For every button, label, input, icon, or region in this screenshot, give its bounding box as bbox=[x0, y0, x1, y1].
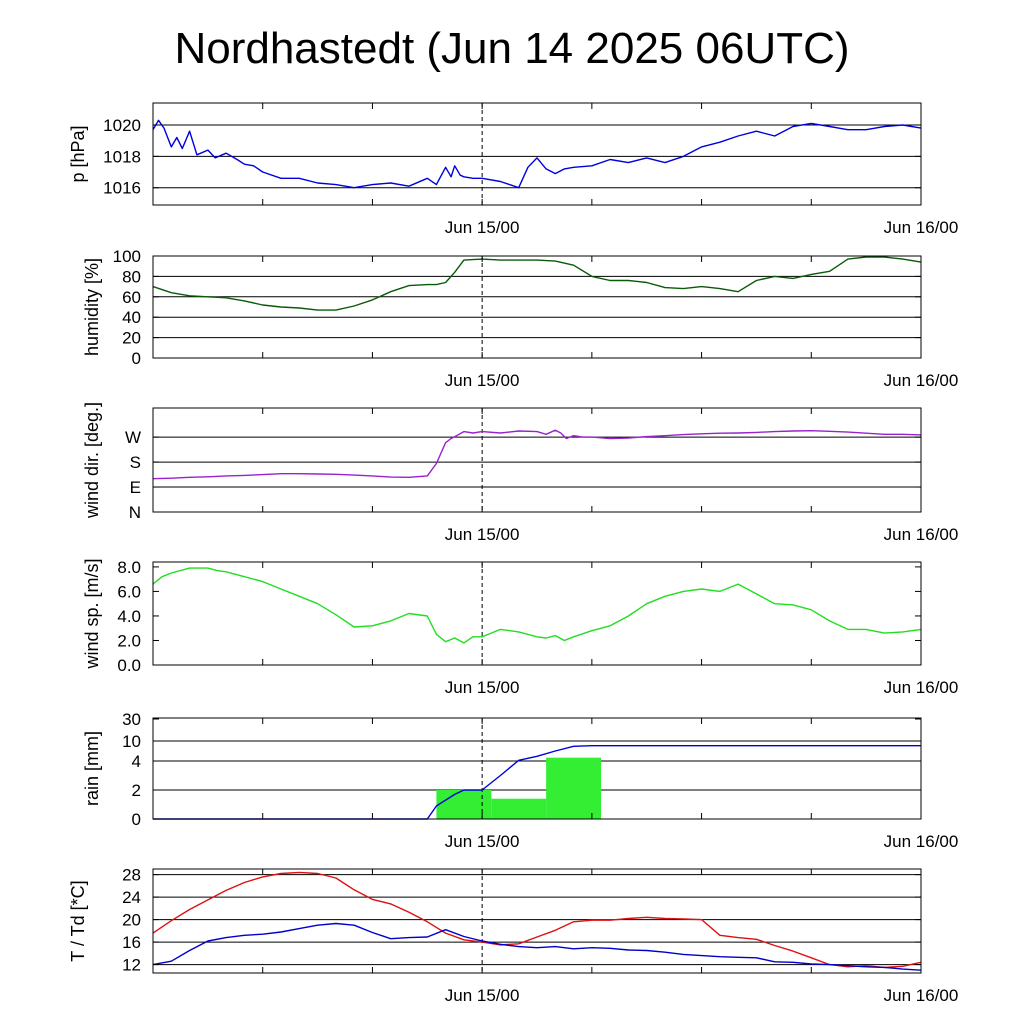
y-tick-label: 16 bbox=[122, 933, 141, 952]
x-tick-label: Jun 16/00 bbox=[884, 986, 959, 1005]
x-tick-label: Jun 16/00 bbox=[884, 678, 959, 697]
x-tick-label: Jun 15/00 bbox=[445, 525, 520, 544]
humidity-line bbox=[152, 256, 922, 311]
y-tick-label: 60 bbox=[122, 288, 141, 307]
y-tick-label: 0 bbox=[132, 810, 141, 829]
x-tick-label: Jun 15/00 bbox=[445, 678, 520, 697]
y-tick-label: W bbox=[125, 428, 141, 447]
panel-frame bbox=[152, 407, 922, 513]
y-tick-label: 2.0 bbox=[117, 631, 141, 650]
y-tick-label: 30 bbox=[122, 710, 141, 729]
y-tick-label: E bbox=[130, 478, 141, 497]
y-tick-label: 100 bbox=[113, 247, 141, 266]
rain-panel: 0 2 410 30 rain [mm] Jun 15/00 Jun 16/00 bbox=[82, 710, 958, 851]
wind-speed-line bbox=[152, 567, 922, 644]
y-tick-label: 6.0 bbox=[117, 582, 141, 601]
y-tick-label: 20 bbox=[122, 329, 141, 348]
wind-direction-line bbox=[152, 429, 922, 480]
y-tick-label: 4.0 bbox=[117, 607, 141, 626]
y-tick-label: 20 bbox=[122, 911, 141, 930]
x-tick-label: Jun 15/00 bbox=[445, 832, 520, 851]
panel-frame bbox=[152, 717, 922, 820]
y-axis-label: humidity [%] bbox=[82, 258, 102, 356]
rain-bar bbox=[436, 790, 492, 819]
y-tick-label: 1016 bbox=[103, 179, 141, 198]
y-axis-label: rain [mm] bbox=[82, 731, 102, 806]
x-tick-label: Jun 15/00 bbox=[445, 986, 520, 1005]
rain-bar bbox=[546, 757, 601, 819]
pressure-panel: 1016 1018 1020 p [hPa] Jun 15/00 Jun 16/00 bbox=[68, 102, 959, 237]
x-tick-label: Jun 16/00 bbox=[884, 218, 959, 237]
y-tick-label: 28 bbox=[122, 866, 141, 885]
y-tick-label: S bbox=[130, 453, 141, 472]
y-axis-label: wind sp. [m/s] bbox=[82, 558, 102, 669]
y-tick-label: 2 bbox=[132, 781, 141, 800]
y-tick-label: 0.0 bbox=[117, 656, 141, 675]
wind-speed-panel: 0.0 2.0 4.0 6.0 8.0 wind sp. [m/s] Jun 15/00 Ju… bbox=[82, 558, 958, 697]
panel-frame bbox=[152, 102, 922, 206]
y-tick-label: 80 bbox=[122, 267, 141, 286]
y-tick-label: 0 bbox=[132, 349, 141, 368]
y-axis-label: T / Td [*C] bbox=[68, 880, 88, 961]
rain-bar bbox=[491, 798, 547, 819]
y-tick-label: 1018 bbox=[103, 147, 141, 166]
chart-title: Nordhastedt (Jun 14 2025 06UTC) bbox=[174, 24, 850, 73]
x-tick-label: Jun 15/00 bbox=[445, 371, 520, 390]
y-axis-label: wind dir. [deg.] bbox=[82, 402, 102, 519]
temperature-panel: 12 16 20 24 28 T / Td [*C] Jun 15/00 Jun 16/00 bbox=[68, 866, 958, 1005]
panel-frame bbox=[152, 255, 922, 359]
y-tick-label: 8.0 bbox=[117, 558, 141, 577]
panel-frame bbox=[152, 561, 922, 666]
y-tick-label: 12 bbox=[122, 956, 141, 975]
y-axis-label: p [hPa] bbox=[68, 125, 88, 182]
y-tick-label: 24 bbox=[122, 888, 141, 907]
y-tick-label: 4 bbox=[132, 752, 141, 771]
y-tick-label: 10 bbox=[122, 732, 141, 751]
x-tick-label: Jun 16/00 bbox=[884, 525, 959, 544]
pressure-line bbox=[152, 119, 922, 189]
x-tick-label: Jun 16/00 bbox=[884, 832, 959, 851]
y-tick-label: 40 bbox=[122, 308, 141, 327]
x-tick-label: Jun 16/00 bbox=[884, 371, 959, 390]
y-tick-label: 1020 bbox=[103, 116, 141, 135]
rain-accumulation-line bbox=[153, 745, 921, 820]
y-tick-label: N bbox=[129, 503, 141, 522]
dewpoint-line bbox=[152, 922, 922, 971]
panel-frame bbox=[152, 868, 922, 974]
temperature-line bbox=[152, 871, 922, 969]
x-tick-label: Jun 15/00 bbox=[445, 218, 520, 237]
